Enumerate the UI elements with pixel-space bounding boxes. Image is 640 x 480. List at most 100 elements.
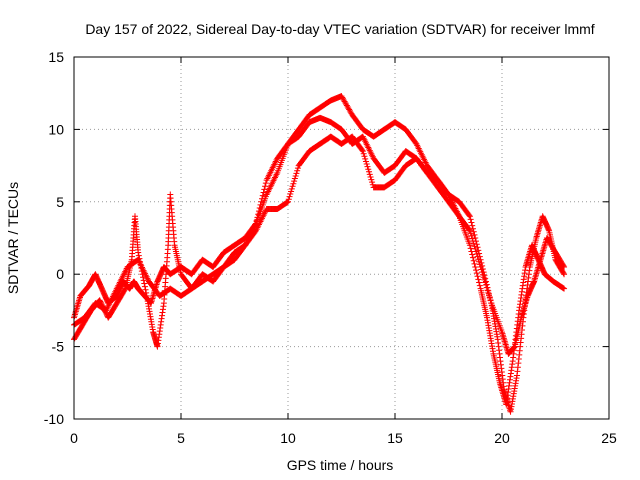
data-point <box>259 195 266 202</box>
data-point <box>471 231 478 238</box>
plot-frame <box>73 56 610 420</box>
data-point <box>288 188 295 195</box>
data-point <box>285 196 292 203</box>
data-point <box>135 249 142 256</box>
data-point <box>475 276 482 283</box>
data-point <box>366 168 373 175</box>
data-point <box>359 148 366 155</box>
data-point <box>471 243 478 250</box>
data-point <box>481 276 488 283</box>
data-point <box>560 262 567 269</box>
data-point <box>290 180 297 187</box>
data-point <box>254 214 261 221</box>
data-point <box>473 270 480 277</box>
x-tick-label: 15 <box>387 430 403 446</box>
data-point <box>142 286 149 293</box>
grid <box>74 57 609 419</box>
data-point <box>141 280 148 287</box>
data-point <box>288 185 295 192</box>
data-point <box>486 294 493 301</box>
data-point <box>469 251 476 258</box>
data-point <box>367 173 374 180</box>
data-point <box>470 240 477 247</box>
x-tick-label: 25 <box>601 430 617 446</box>
data-point <box>121 286 128 293</box>
data-point <box>256 205 263 212</box>
data-point <box>466 242 473 249</box>
data-point <box>466 213 473 220</box>
data-point <box>286 193 293 200</box>
data-point <box>468 232 475 239</box>
data-point <box>368 176 375 183</box>
x-tick-label: 10 <box>280 430 296 446</box>
data-point <box>294 165 301 172</box>
y-tick-label: 15 <box>48 49 64 65</box>
data-point <box>472 245 479 252</box>
data-point <box>561 263 568 270</box>
data-point <box>486 292 493 299</box>
data-point <box>479 269 486 276</box>
x-tick-label: 20 <box>494 430 510 446</box>
y-tick-label: 0 <box>56 266 64 282</box>
data-point <box>484 287 491 294</box>
data-point <box>255 208 262 215</box>
data-point <box>260 189 267 196</box>
data-point <box>474 253 481 260</box>
y-tick-label: -10 <box>44 411 64 427</box>
data-point <box>476 258 483 265</box>
data-point <box>561 271 568 278</box>
data-point <box>560 285 567 292</box>
data-point <box>469 238 476 245</box>
data-point <box>480 274 487 281</box>
data-point <box>472 235 479 241</box>
data-point <box>473 248 480 255</box>
data-point <box>477 263 484 270</box>
data-point <box>143 289 150 296</box>
data-point <box>476 261 483 268</box>
data-point <box>474 273 481 280</box>
data-point <box>470 257 477 264</box>
data-point <box>262 180 269 187</box>
data-point <box>483 284 490 291</box>
data-point <box>262 183 269 190</box>
data-point <box>259 192 266 199</box>
data-point <box>294 167 301 174</box>
data-point <box>287 191 294 198</box>
data-point <box>472 263 479 270</box>
data-point <box>361 153 368 160</box>
data-point <box>261 186 268 193</box>
data-point <box>470 228 477 235</box>
data-point <box>363 161 370 168</box>
data-point <box>141 283 148 290</box>
data-point <box>285 198 291 205</box>
data-point <box>469 235 476 242</box>
data-point <box>476 279 483 286</box>
data-point <box>369 179 376 186</box>
data-point <box>471 260 478 267</box>
axis-ticks: 0 5 10 15 20 25 -10 -5 0 5 10 15 <box>44 49 617 446</box>
data-point <box>366 171 373 178</box>
y-tick-label: 5 <box>56 194 64 210</box>
data-point <box>365 166 372 173</box>
data-point <box>482 282 489 289</box>
data-point <box>469 222 476 229</box>
data-point <box>255 211 262 218</box>
data-point <box>482 279 489 286</box>
y-tick-label: 10 <box>48 121 64 137</box>
data-point <box>359 147 366 154</box>
chart-title: Day 157 of 2022, Sidereal Day-to-day VTE… <box>85 21 594 37</box>
x-axis-label: GPS time / hours <box>287 457 394 473</box>
data-point <box>487 297 494 304</box>
data-point <box>258 198 265 205</box>
data-point <box>473 251 480 258</box>
series-track-c <box>71 133 568 357</box>
data-point <box>469 254 476 261</box>
data-point <box>362 158 369 165</box>
x-tick-label: 0 <box>70 430 78 446</box>
y-axis-label: SDTVAR / TECUs <box>5 182 21 294</box>
data-point <box>475 256 482 263</box>
data-point <box>253 217 260 224</box>
data-point <box>560 270 567 277</box>
data-point <box>473 267 480 274</box>
